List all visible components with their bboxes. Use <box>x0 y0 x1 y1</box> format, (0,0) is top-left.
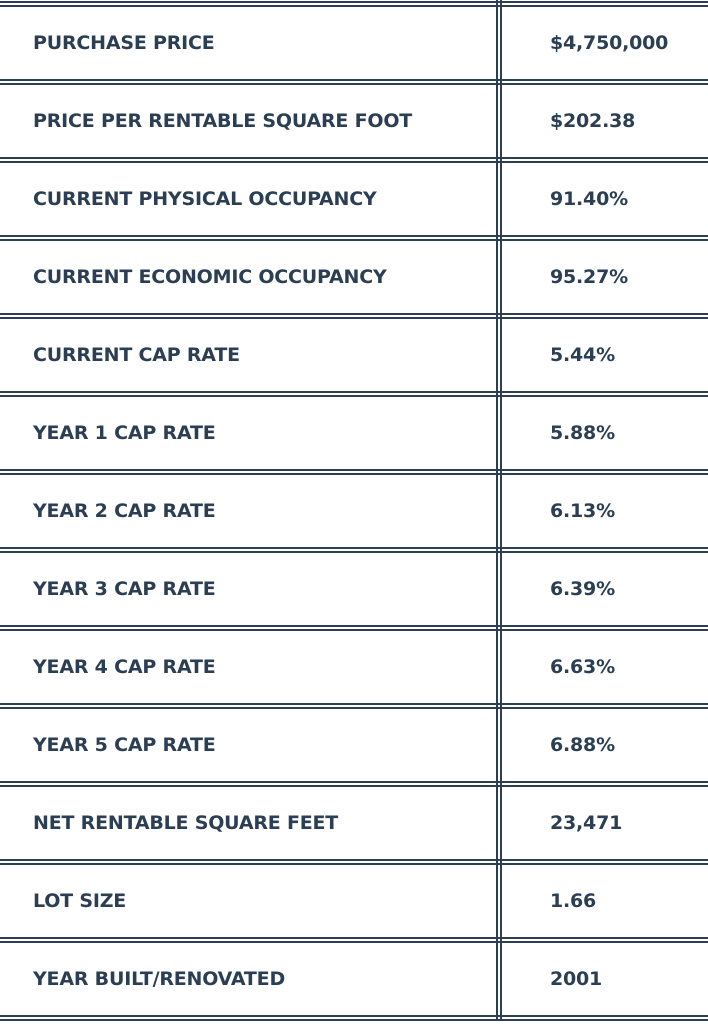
row-value: 95.27% <box>550 266 628 288</box>
row-value: 91.40% <box>550 188 628 210</box>
table-row: PURCHASE PRICE $4,750,000 <box>0 7 708 85</box>
column-divider <box>496 0 502 1021</box>
row-label: YEAR 5 CAP RATE <box>33 734 216 756</box>
row-value: 5.44% <box>550 344 615 366</box>
row-label: LOT SIZE <box>33 890 127 912</box>
row-value: 23,471 <box>550 812 623 834</box>
row-label: YEAR 1 CAP RATE <box>33 422 216 444</box>
row-value: 6.13% <box>550 500 615 522</box>
table-row: YEAR 2 CAP RATE 6.13% <box>0 475 708 553</box>
row-label: CURRENT CAP RATE <box>33 344 240 366</box>
table-row: PRICE PER RENTABLE SQUARE FOOT $202.38 <box>0 85 708 163</box>
row-value: $202.38 <box>550 110 636 132</box>
row-value: 2001 <box>550 968 603 990</box>
row-value: $4,750,000 <box>550 32 669 54</box>
row-label: PRICE PER RENTABLE SQUARE FOOT <box>33 110 413 132</box>
row-label: YEAR 3 CAP RATE <box>33 578 216 600</box>
row-label: YEAR 4 CAP RATE <box>33 656 216 678</box>
row-label: YEAR 2 CAP RATE <box>33 500 216 522</box>
table-row: YEAR 1 CAP RATE 5.88% <box>0 397 708 475</box>
table-row: YEAR BUILT/RENOVATED 2001 <box>0 943 708 1021</box>
table-row: YEAR 4 CAP RATE 6.63% <box>0 631 708 709</box>
row-value: 5.88% <box>550 422 615 444</box>
row-value: 6.63% <box>550 656 615 678</box>
table-row: NET RENTABLE SQUARE FEET 23,471 <box>0 787 708 865</box>
row-label: CURRENT PHYSICAL OCCUPANCY <box>33 188 377 210</box>
table-row: LOT SIZE 1.66 <box>0 865 708 943</box>
table-rows: PURCHASE PRICE $4,750,000 PRICE PER RENTAB… <box>0 7 708 1021</box>
table-row: CURRENT ECONOMIC OCCUPANCY 95.27% <box>0 241 708 319</box>
row-value: 6.88% <box>550 734 615 756</box>
row-value: 6.39% <box>550 578 615 600</box>
row-label: NET RENTABLE SQUARE FEET <box>33 812 339 834</box>
row-label: CURRENT ECONOMIC OCCUPANCY <box>33 266 387 288</box>
table-row: YEAR 5 CAP RATE 6.88% <box>0 709 708 787</box>
table-row: CURRENT PHYSICAL OCCUPANCY 91.40% <box>0 163 708 241</box>
table-row: YEAR 3 CAP RATE 6.39% <box>0 553 708 631</box>
table-row: CURRENT CAP RATE 5.44% <box>0 319 708 397</box>
row-label: PURCHASE PRICE <box>33 32 215 54</box>
row-label: YEAR BUILT/RENOVATED <box>33 968 286 990</box>
table-top-rule <box>0 1 708 7</box>
row-value: 1.66 <box>550 890 597 912</box>
